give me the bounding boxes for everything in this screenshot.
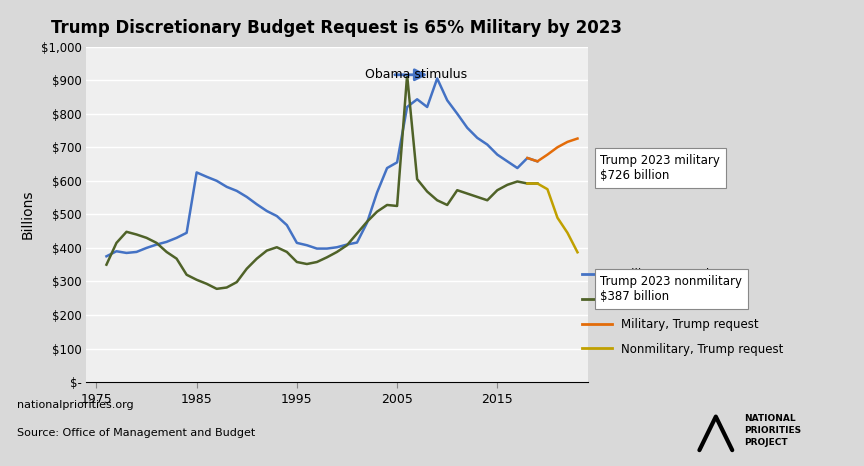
Text: Source: Office of Management and Budget: Source: Office of Management and Budget [17,428,256,438]
Y-axis label: Billions: Billions [21,190,35,239]
Text: Trump Discretionary Budget Request is 65% Military by 2023: Trump Discretionary Budget Request is 65… [52,19,622,37]
Legend: Military, actual, Nonmilitary, actual, Military, Trump request, Nonmilitary, Tru: Military, actual, Nonmilitary, actual, M… [576,262,790,362]
Text: Trump 2023 military
$726 billion: Trump 2023 military $726 billion [600,154,721,182]
Text: Obama stimulus: Obama stimulus [365,69,467,81]
Text: NATIONAL
PRIORITIES
PROJECT: NATIONAL PRIORITIES PROJECT [744,414,801,447]
Text: Trump 2023 nonmilitary
$387 billion: Trump 2023 nonmilitary $387 billion [600,275,742,303]
Text: nationalpriorities.org: nationalpriorities.org [17,400,134,410]
